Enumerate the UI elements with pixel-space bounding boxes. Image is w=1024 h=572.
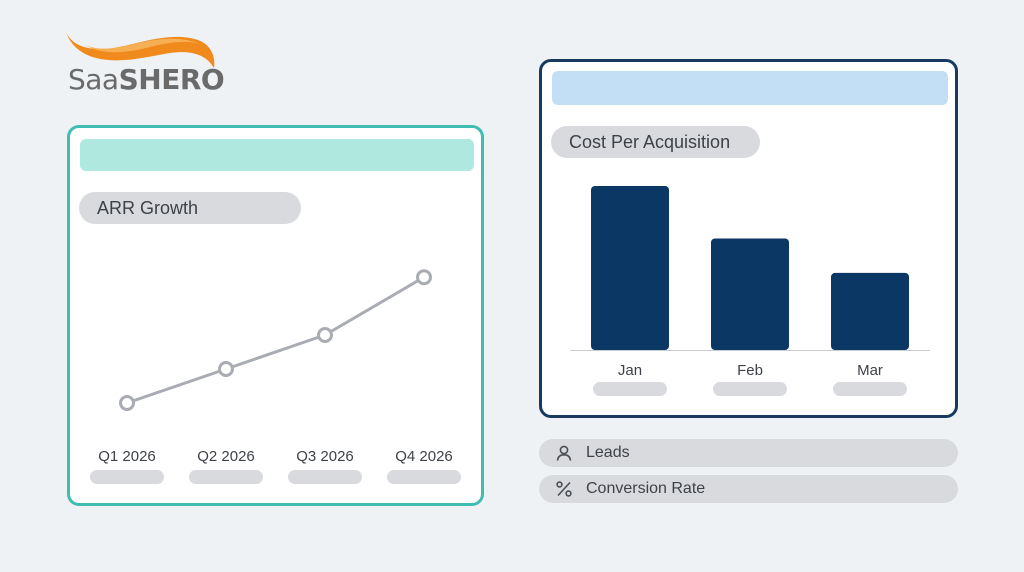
saashero-logo: SaaSHERO bbox=[62, 26, 232, 100]
cpa-chart-title: Cost Per Acquisition bbox=[551, 126, 760, 158]
arr-x-tick-label: Q1 2026 bbox=[98, 448, 156, 465]
arr-tick-placeholder bbox=[387, 470, 461, 484]
cpa-tick-placeholder bbox=[713, 382, 787, 396]
arr-card-header bbox=[80, 139, 474, 171]
logo-suffix: SHERO bbox=[118, 63, 225, 96]
arr-growth-card: ARR Growth Q1 2026 Q2 2026 Q3 2026 Q4 2026 bbox=[67, 125, 484, 506]
arr-data-point bbox=[119, 395, 135, 411]
arr-tick-placeholder bbox=[288, 470, 362, 484]
cpa-bar-chart: Jan Feb Mar bbox=[570, 186, 930, 396]
cost-per-acquisition-card: Cost Per Acquisition Jan Feb Mar bbox=[539, 59, 958, 418]
cpa-card-header bbox=[552, 71, 948, 105]
conversion-rate-metric-row[interactable]: Conversion Rate bbox=[539, 475, 958, 503]
arr-x-tick-label: Q3 2026 bbox=[296, 448, 354, 465]
logo-wordmark: SaaSHERO bbox=[68, 63, 225, 96]
cpa-bar bbox=[831, 272, 909, 350]
leads-label: Leads bbox=[586, 444, 630, 461]
arr-data-point bbox=[317, 327, 333, 343]
logo-swoosh-icon bbox=[66, 32, 215, 68]
percent-icon bbox=[556, 481, 572, 497]
arr-data-point bbox=[218, 361, 234, 377]
arr-series-line bbox=[126, 275, 425, 405]
leads-metric-row[interactable]: Leads bbox=[539, 439, 958, 467]
arr-line-chart: Q1 2026 Q2 2026 Q3 2026 Q4 2026 bbox=[90, 269, 461, 484]
arr-chart-title: ARR Growth bbox=[79, 192, 301, 224]
cpa-x-tick-label: Feb bbox=[737, 362, 763, 379]
arr-x-tick-label: Q2 2026 bbox=[197, 448, 255, 465]
arr-tick-placeholder bbox=[90, 470, 164, 484]
arr-tick-placeholder bbox=[189, 470, 263, 484]
cpa-tick-placeholder bbox=[593, 382, 667, 396]
user-icon bbox=[556, 445, 572, 461]
cpa-bar bbox=[591, 186, 669, 350]
logo-prefix: Saa bbox=[68, 63, 119, 96]
cpa-bar bbox=[711, 238, 789, 350]
cpa-x-tick-label: Jan bbox=[618, 362, 642, 379]
arr-x-tick-label: Q4 2026 bbox=[395, 448, 453, 465]
cpa-x-tick-label: Mar bbox=[857, 362, 883, 379]
cpa-tick-placeholder bbox=[833, 382, 907, 396]
conversion-rate-label: Conversion Rate bbox=[586, 480, 706, 497]
arr-data-point bbox=[416, 269, 432, 286]
